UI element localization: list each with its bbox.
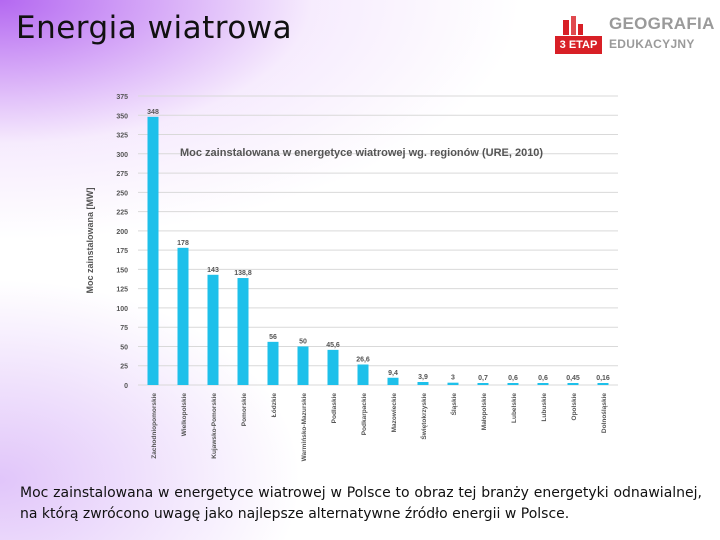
x-tick-label: Małopolskie bbox=[481, 393, 488, 431]
chart-title: Moc zainstalowana w energetyce wiatrowej… bbox=[180, 147, 543, 159]
y-tick-label: 175 bbox=[116, 248, 128, 255]
bar-chart: 0255075100125150175200225250275300325350… bbox=[85, 94, 618, 462]
bar bbox=[447, 382, 459, 385]
logo-badge: 3 ETAP bbox=[555, 36, 602, 54]
data-label: 45,6 bbox=[326, 342, 340, 349]
y-tick-label: 375 bbox=[116, 94, 128, 101]
x-tick-label: Warmińsko-Mazurskie bbox=[301, 393, 308, 462]
bar bbox=[297, 346, 309, 385]
x-tick-label: Lubuskie bbox=[541, 393, 548, 422]
bar bbox=[387, 377, 399, 385]
data-label: 3 bbox=[451, 375, 455, 382]
bar bbox=[597, 383, 609, 385]
data-label: 9,4 bbox=[388, 370, 398, 377]
slide-caption: Moc zainstalowana w energetyce wiatrowej… bbox=[20, 485, 702, 522]
data-label: 348 bbox=[147, 109, 159, 116]
slide-title: Energia wiatrowa bbox=[16, 10, 293, 46]
bar bbox=[537, 383, 549, 385]
data-label: 0,45 bbox=[566, 375, 580, 382]
x-tick-label: Zachodniopomorskie bbox=[151, 393, 158, 459]
bar bbox=[357, 364, 369, 385]
logo-subtitle: EDUKACYJNY bbox=[609, 37, 695, 51]
x-tick-label: Podkarpackie bbox=[361, 393, 368, 436]
bar bbox=[417, 381, 429, 385]
bar bbox=[567, 383, 579, 385]
x-tick-label: Dolnośląskie bbox=[601, 393, 608, 433]
x-tick-label: Lubelskie bbox=[511, 393, 518, 423]
x-tick-label: Świętokrzyskie bbox=[419, 393, 428, 440]
y-tick-label: 250 bbox=[116, 190, 128, 197]
data-label: 0,16 bbox=[596, 375, 610, 382]
y-tick-label: 225 bbox=[116, 210, 128, 217]
bar bbox=[507, 383, 519, 385]
x-tick-label: Pomorskie bbox=[241, 393, 248, 427]
y-tick-label: 125 bbox=[116, 287, 128, 294]
bar bbox=[237, 278, 249, 385]
y-tick-label: 0 bbox=[124, 383, 128, 390]
data-label: 0,6 bbox=[508, 375, 518, 382]
x-tick-label: Kujawsko-Pomorskie bbox=[211, 393, 218, 459]
data-label: 50 bbox=[299, 338, 307, 345]
logo-title: GEOGRAFIA bbox=[609, 14, 715, 33]
data-label: 56 bbox=[269, 334, 277, 341]
y-tick-label: 275 bbox=[116, 171, 128, 178]
data-label: 26,6 bbox=[356, 357, 370, 364]
x-tick-label: Podlaskie bbox=[331, 393, 338, 424]
y-tick-label: 50 bbox=[120, 344, 128, 351]
bar bbox=[207, 274, 219, 385]
bar bbox=[147, 116, 159, 386]
x-tick-label: Opolskie bbox=[571, 393, 578, 421]
y-tick-label: 75 bbox=[120, 325, 128, 332]
bar bbox=[327, 349, 339, 385]
data-label: 0,7 bbox=[478, 375, 488, 382]
logo-graphic-icon bbox=[563, 16, 583, 35]
y-tick-label: 325 bbox=[116, 133, 128, 140]
y-tick-label: 350 bbox=[116, 113, 128, 120]
data-label: 143 bbox=[207, 267, 219, 274]
y-tick-label: 150 bbox=[116, 267, 128, 274]
data-label: 3,9 bbox=[418, 374, 428, 381]
x-tick-label: Śląskie bbox=[449, 393, 458, 416]
y-tick-label: 300 bbox=[116, 152, 128, 159]
bar bbox=[267, 341, 279, 385]
geografia-logo: 3 ETAP GEOGRAFIA EDUKACYJNY bbox=[555, 14, 715, 54]
x-tick-label: Wielkopolskie bbox=[181, 393, 188, 437]
y-tick-label: 200 bbox=[116, 229, 128, 236]
y-tick-label: 25 bbox=[120, 364, 128, 371]
data-label: 178 bbox=[177, 240, 189, 247]
data-label: 138,8 bbox=[234, 270, 252, 277]
data-label: 0,6 bbox=[538, 375, 548, 382]
y-tick-label: 100 bbox=[116, 306, 128, 313]
x-tick-label: Mazowieckie bbox=[391, 393, 398, 433]
bar bbox=[477, 383, 489, 385]
y-axis-label: Moc zainstalowana [MW] bbox=[85, 187, 95, 293]
bar bbox=[177, 247, 189, 385]
x-tick-label: Łódzkie bbox=[271, 393, 278, 418]
